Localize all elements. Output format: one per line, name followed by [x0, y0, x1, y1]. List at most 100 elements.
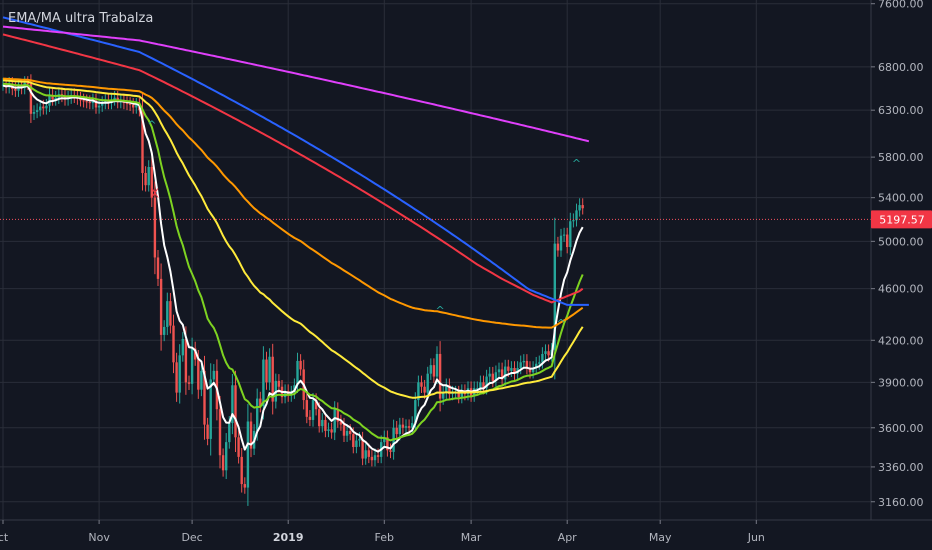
candle-body [91, 100, 95, 104]
candle-body [519, 362, 522, 368]
marker-cross: X [151, 187, 159, 201]
candle-body [448, 385, 451, 395]
series-line-ema-8 [2, 84, 584, 453]
candle-body [113, 97, 116, 100]
candle-body [277, 380, 281, 387]
candle-body [485, 376, 488, 389]
candle-body [249, 421, 253, 449]
candle-body [342, 424, 346, 436]
candle-body [414, 400, 417, 424]
candle-body [125, 103, 129, 105]
time-tick-label: May [649, 531, 672, 544]
time-tick-label: ct [0, 531, 9, 544]
candle-body [442, 392, 445, 399]
candle-body [575, 210, 578, 221]
candle-body [373, 455, 377, 461]
candle-body [203, 370, 206, 425]
candle-body [231, 385, 234, 424]
candle-body [39, 106, 42, 111]
chart-title: EMA/MA ultra Trabalza [8, 11, 153, 26]
candle-body [358, 438, 361, 441]
candle-body [438, 353, 442, 399]
candle-body [135, 104, 138, 108]
time-axis-panel[interactable] [0, 520, 932, 550]
candle-body [234, 385, 237, 438]
moving-average-lines [2, 16, 590, 453]
candle-body [566, 234, 569, 248]
candle-body [460, 391, 463, 398]
candle-body [29, 83, 33, 114]
candle-body [175, 362, 178, 393]
price-axis-panel[interactable] [871, 0, 932, 520]
price-tick-label: 5400.00 [878, 192, 924, 205]
candle-body [547, 351, 550, 356]
candle-body [225, 442, 228, 471]
candle-body [1, 84, 5, 86]
candle-body [500, 369, 504, 380]
candle-body [513, 367, 516, 374]
candle-body [401, 424, 405, 428]
candle-body [559, 235, 563, 251]
candle-body [308, 416, 312, 420]
price-tick-label: 3360.00 [878, 461, 924, 474]
candle-body [398, 424, 401, 435]
candle-body [476, 388, 479, 390]
candle-body [497, 369, 501, 373]
candle-body [541, 353, 544, 363]
candle-body [324, 419, 327, 431]
candle-body [504, 366, 507, 380]
candle-body [178, 355, 181, 393]
candle-body [14, 88, 17, 91]
candle-body [389, 450, 392, 452]
price-tick-label: 3600.00 [878, 422, 924, 435]
price-tick-label: 5000.00 [878, 235, 924, 248]
candle-body [35, 110, 39, 112]
candle-body [51, 95, 54, 100]
candle-body [510, 367, 513, 371]
candle-body [318, 409, 321, 427]
candle-body [345, 430, 349, 436]
candle-body [45, 105, 48, 109]
candle-body [364, 450, 367, 459]
candle-body [525, 360, 529, 368]
price-tick-label: 7600.00 [878, 0, 924, 11]
candle-body [197, 359, 200, 390]
candle-body [184, 338, 188, 383]
current-price-tag: 5197.57 [871, 210, 932, 229]
candle-body [97, 105, 101, 108]
candle-body [435, 353, 439, 377]
time-tick-label: Mar [461, 531, 482, 544]
candle-body [166, 301, 169, 327]
time-axis-ticks: ct Nov Dec 2019 Feb Mar Apr May Jun [0, 520, 765, 544]
candle-body [141, 110, 144, 173]
candle-body [228, 423, 231, 443]
candle-body [556, 243, 560, 251]
price-tick-label: 6300.00 [878, 104, 924, 117]
candle-body [48, 95, 51, 106]
candle-body [355, 440, 358, 448]
candle-body [265, 359, 268, 383]
candle-body [417, 382, 420, 401]
candle-body [327, 429, 330, 431]
candle-body [262, 359, 265, 407]
candle-body [256, 398, 259, 431]
candle-body [507, 366, 510, 371]
price-tick-label: 4600.00 [878, 283, 924, 296]
candle-body [538, 362, 541, 364]
time-tick-label: 2019 [273, 531, 304, 544]
candle-body [259, 398, 262, 407]
candle-body [383, 437, 386, 443]
candle-body [311, 400, 315, 420]
signal-markers: X ^ ^ ^ ^ [147, 118, 581, 329]
candle-body [246, 421, 250, 488]
time-tick-label: Dec [181, 531, 202, 544]
candle-body [172, 325, 175, 363]
candle-body [395, 427, 398, 435]
candle-body [367, 450, 370, 457]
time-tick-label: Nov [88, 531, 110, 544]
candle-body [194, 348, 197, 360]
candle-body [494, 372, 498, 381]
candle-body [200, 370, 203, 390]
